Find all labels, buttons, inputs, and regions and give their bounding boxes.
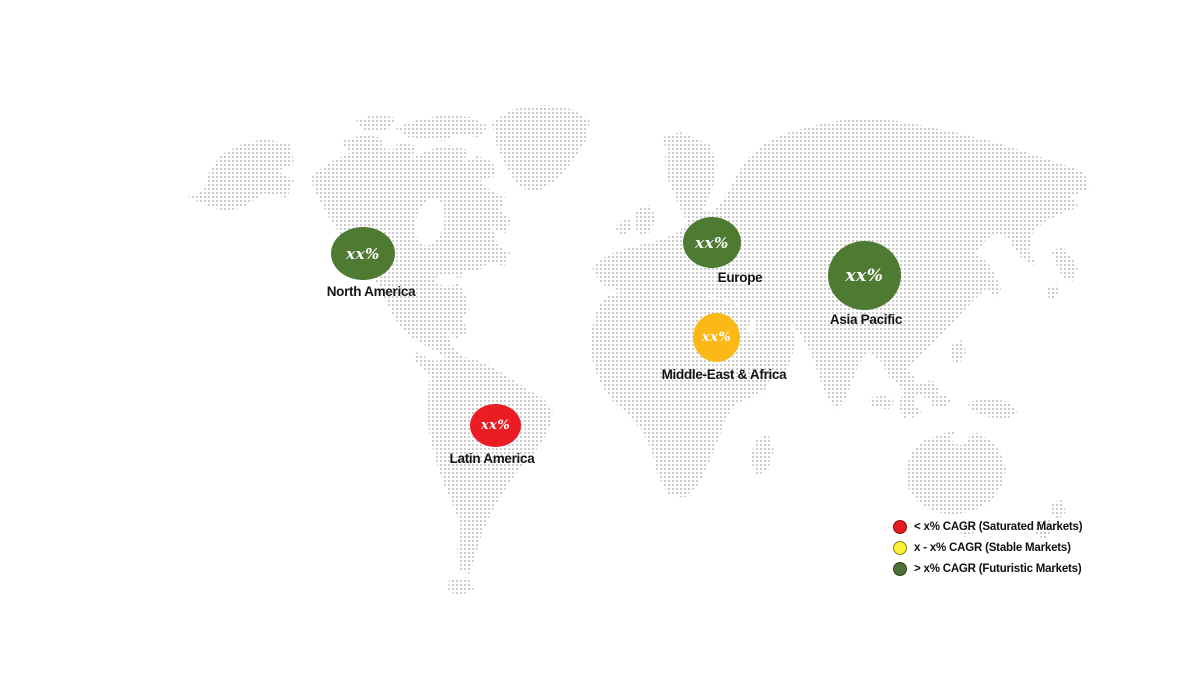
japan [1052,246,1078,282]
region-label-north-america: North America [326,284,416,299]
bubble-north-america-value: xx% [346,244,380,263]
new-zealand [1050,500,1066,520]
ireland [616,219,632,236]
legend-dot-green-icon [893,562,907,576]
region-label-middle-east-africa: Middle-East & Africa [661,367,787,382]
bubble-latin-america-value: xx% [480,418,511,433]
philippines [950,340,966,365]
legend-dot-red-icon [893,520,907,534]
arctic-islands [356,114,396,131]
continent-north-america [312,142,512,371]
iceland [660,132,695,150]
hudson-bay [415,198,445,246]
bubble-latin-america: xx% [470,404,521,447]
continent-africa [590,291,772,498]
bubble-middle-east-africa: xx% [693,313,740,362]
korea [988,278,1001,297]
tierra-del-fuego [448,577,474,596]
tasmania [958,522,975,537]
great-lakes [436,274,458,286]
region-label-latin-america: Latin America [449,451,535,466]
legend-label-futuristic: > x% CAGR (Futuristic Markets) [914,563,1082,575]
borneo [915,380,940,400]
continent-south-america [427,356,553,574]
bubble-europe: xx% [683,217,741,268]
legend: < x% CAGR (Saturated Markets) x - x% CAG… [893,520,1083,583]
legend-label-stable: x - x% CAGR (Stable Markets) [914,542,1071,554]
region-label-europe: Europe [717,270,763,285]
new-guinea [968,398,1018,420]
legend-row-saturated: < x% CAGR (Saturated Markets) [893,520,1083,534]
united-kingdom [634,205,656,236]
bubble-asia-pacific-value: xx% [845,265,884,286]
legend-dot-yellow-icon [893,541,907,555]
japan [1045,284,1060,300]
water-cutouts [415,198,968,445]
arctic-islands [340,134,385,155]
bubble-middle-east-africa-value: xx% [701,330,732,345]
bubble-north-america: xx% [331,227,395,280]
continent-greenland [492,105,590,192]
indonesia [900,405,922,418]
indonesia [930,394,952,408]
legend-label-saturated: < x% CAGR (Saturated Markets) [914,521,1083,533]
bubble-europe-value: xx% [695,233,729,252]
region-label-asia-pacific: Asia Pacific [829,312,903,327]
continent-alaska [188,139,294,212]
continent-australia [905,430,1006,515]
legend-row-futuristic: > x% CAGR (Futuristic Markets) [893,562,1082,576]
indonesia [868,395,895,410]
new-zealand [1034,518,1054,540]
legend-row-stable: x - x% CAGR (Stable Markets) [893,541,1082,555]
madagascar [750,434,774,476]
arctic-islands [395,115,488,141]
sakhalin [1010,218,1024,252]
bubble-asia-pacific: xx% [828,241,901,310]
gulf-of-carpentaria [952,431,968,445]
